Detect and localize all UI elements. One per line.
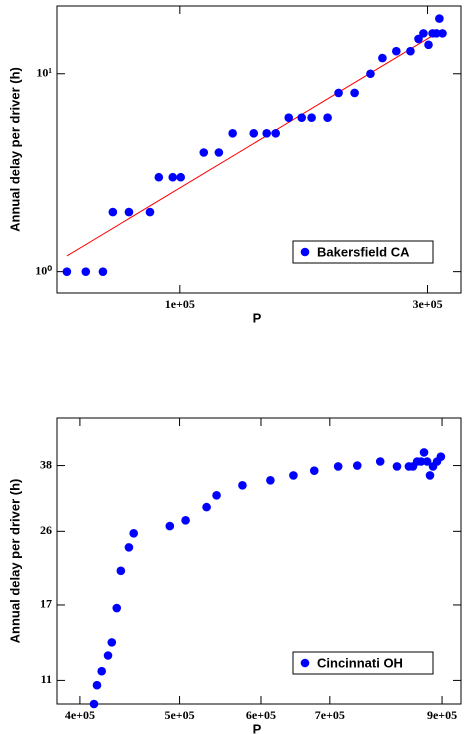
data-point [432, 29, 441, 38]
data-point [145, 207, 155, 217]
data-point [425, 471, 435, 480]
data-point [406, 46, 415, 56]
legend-box [292, 240, 434, 264]
x-tick-label: 5e+05 [164, 708, 194, 722]
y-axis-label: Annual delay per driver (h) [7, 479, 22, 644]
data-point [89, 699, 99, 709]
plot-frame [56, 417, 462, 705]
data-point [333, 462, 343, 471]
x-tick-label: 7e+05 [315, 708, 345, 722]
x-tick-label: 3e+05 [412, 297, 442, 311]
data-point [165, 521, 175, 531]
data-point [168, 172, 178, 182]
data-point [92, 680, 102, 690]
x-axis-label: P [253, 310, 262, 325]
data-point [419, 448, 429, 457]
data-point [107, 638, 117, 647]
data-point [309, 466, 319, 475]
legend: Cincinnati OH [292, 651, 434, 675]
y-axis-label: Annual delay per driver (h) [7, 67, 22, 232]
data-point [419, 29, 428, 38]
data-point [129, 529, 138, 538]
x-tick-label: 1e+05 [165, 297, 195, 311]
fit-line [66, 29, 443, 257]
data-point [214, 148, 224, 157]
data-point [103, 651, 113, 660]
data-point [414, 34, 423, 44]
plot-frame [56, 5, 462, 294]
data-point [307, 113, 316, 122]
data-point [266, 476, 275, 485]
y-tick-label: 38 [40, 457, 52, 471]
y-tick-label: 10⁰ [35, 263, 52, 277]
data-point [436, 452, 446, 461]
data-point [98, 267, 108, 276]
x-tick-label: 9e+05 [427, 708, 457, 722]
data-point [81, 267, 91, 276]
data-point [112, 603, 122, 613]
data-point [289, 471, 298, 480]
data-point [181, 516, 190, 525]
legend: Bakersfield CA [292, 240, 434, 264]
legend-marker [300, 658, 310, 668]
data-point [375, 457, 385, 466]
legend-label: Bakersfield CA [317, 244, 410, 259]
data-point [238, 481, 247, 490]
y-tick-label: 11 [41, 672, 52, 686]
data-point [422, 457, 432, 466]
data-point [124, 543, 134, 552]
data-point [202, 502, 211, 512]
data-point [323, 113, 332, 122]
data-point [297, 113, 307, 122]
data-point [199, 148, 209, 157]
data-point [228, 129, 237, 138]
legend-marker [300, 247, 310, 257]
legend-box [292, 651, 434, 675]
data-point [284, 113, 294, 122]
data-point [154, 172, 164, 182]
data-point [124, 207, 134, 217]
data-point [435, 14, 444, 23]
y-tick-label: 26 [40, 523, 52, 537]
data-point [262, 129, 271, 138]
data-point [334, 88, 343, 98]
data-point [366, 69, 375, 79]
data-point [116, 566, 126, 576]
x-tick-label: 4e+05 [65, 708, 95, 722]
x-axis-label: P [253, 721, 262, 734]
data-point [392, 462, 402, 471]
data-point [416, 457, 426, 466]
data-point [212, 491, 221, 500]
data-point [352, 461, 362, 470]
data-point [350, 88, 359, 98]
y-tick-label: 17 [40, 597, 52, 611]
data-point [438, 29, 447, 38]
data-point [176, 172, 186, 182]
data-point [62, 267, 72, 276]
data-point [271, 129, 281, 138]
data-point [392, 46, 401, 56]
data-point [108, 207, 118, 217]
y-tick-label: 10¹ [36, 66, 52, 80]
data-point [378, 53, 387, 63]
data-point [97, 666, 106, 676]
data-point [249, 129, 259, 138]
x-tick-label: 6e+05 [246, 708, 276, 722]
legend-label: Cincinnati OH [317, 655, 403, 670]
data-point [424, 40, 433, 50]
